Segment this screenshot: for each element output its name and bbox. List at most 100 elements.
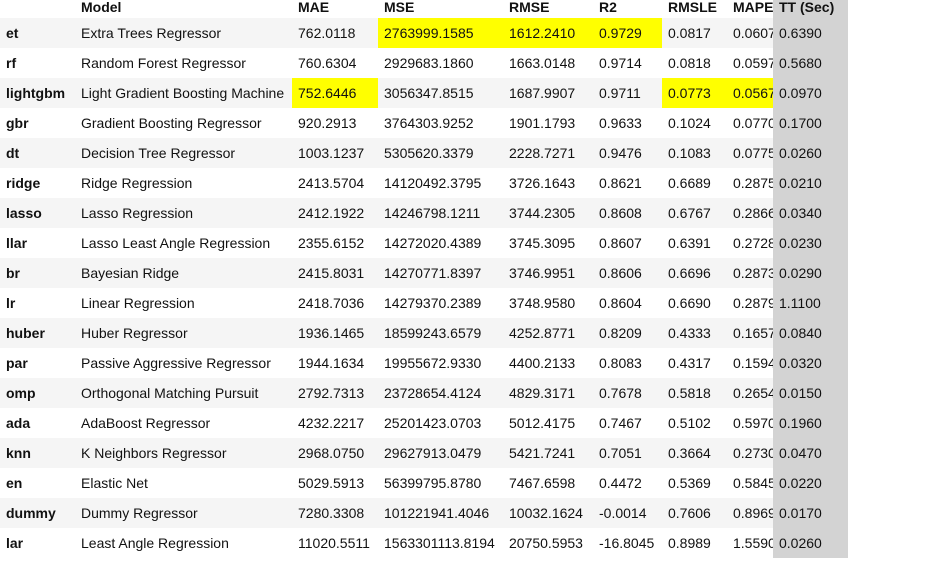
cell-mape: 0.0567 (727, 78, 773, 108)
header-mse: MSE (378, 0, 503, 18)
cell-model: Random Forest Regressor (75, 48, 292, 78)
cell-tt: 0.0170 (773, 498, 848, 528)
cell-rmsle: 0.6696 (662, 258, 727, 288)
cell-mse: 101221941.4046 (378, 498, 503, 528)
cell-rmse: 4400.2133 (503, 348, 593, 378)
cell-tt: 0.0230 (773, 228, 848, 258)
row-index-label: dummy (0, 498, 75, 528)
cell-tt: 1.1100 (773, 288, 848, 318)
cell-mse: 14120492.3795 (378, 168, 503, 198)
cell-r2: 0.9714 (593, 48, 662, 78)
cell-rmsle: 0.4333 (662, 318, 727, 348)
cell-mse: 14272020.4389 (378, 228, 503, 258)
table-row: huber Huber Regressor 1936.1465 18599243.65… (0, 318, 848, 348)
cell-rmse: 1687.9907 (503, 78, 593, 108)
cell-tt: 0.0260 (773, 528, 848, 558)
cell-mape: 0.0597 (727, 48, 773, 78)
cell-mse: 2929683.1860 (378, 48, 503, 78)
cell-rmsle: 0.5102 (662, 408, 727, 438)
header-r2: R2 (593, 0, 662, 18)
cell-mape: 0.2866 (727, 198, 773, 228)
cell-mape: 0.2875 (727, 168, 773, 198)
cell-mape: 0.2879 (727, 288, 773, 318)
cell-r2: 0.7467 (593, 408, 662, 438)
cell-model: Lasso Regression (75, 198, 292, 228)
table-row: en Elastic Net 5029.5913 56399795.8780 7467.… (0, 468, 848, 498)
cell-rmsle: 0.5369 (662, 468, 727, 498)
cell-rmse: 4252.8771 (503, 318, 593, 348)
cell-mape: 1.5590 (727, 528, 773, 558)
cell-mse: 19955672.9330 (378, 348, 503, 378)
row-index-label: et (0, 18, 75, 48)
cell-rmse: 7467.6598 (503, 468, 593, 498)
cell-mape: 0.1657 (727, 318, 773, 348)
cell-rmsle: 0.5818 (662, 378, 727, 408)
cell-mse: 14270771.8397 (378, 258, 503, 288)
cell-r2: 0.8209 (593, 318, 662, 348)
table-row: omp Orthogonal Matching Pursuit 2792.7313 2… (0, 378, 848, 408)
cell-tt: 0.0840 (773, 318, 848, 348)
cell-rmsle: 0.0817 (662, 18, 727, 48)
cell-mae: 1936.1465 (292, 318, 378, 348)
row-index-label: dt (0, 138, 75, 168)
row-index-label: gbr (0, 108, 75, 138)
cell-r2: 0.8606 (593, 258, 662, 288)
cell-model: Gradient Boosting Regressor (75, 108, 292, 138)
cell-r2: -16.8045 (593, 528, 662, 558)
row-index-label: ridge (0, 168, 75, 198)
cell-mape: 0.0775 (727, 138, 773, 168)
cell-tt: 0.6390 (773, 18, 848, 48)
cell-mae: 1003.1237 (292, 138, 378, 168)
cell-rmse: 5421.7241 (503, 438, 593, 468)
cell-mse: 18599243.6579 (378, 318, 503, 348)
cell-mape: 0.2730 (727, 438, 773, 468)
cell-tt: 0.0210 (773, 168, 848, 198)
cell-mae: 5029.5913 (292, 468, 378, 498)
table-row: lasso Lasso Regression 2412.1922 14246798.1… (0, 198, 848, 228)
cell-r2: 0.8607 (593, 228, 662, 258)
cell-mae: 760.6304 (292, 48, 378, 78)
cell-rmsle: 0.1024 (662, 108, 727, 138)
cell-rmsle: 0.0773 (662, 78, 727, 108)
cell-model: Elastic Net (75, 468, 292, 498)
cell-rmse: 3746.9951 (503, 258, 593, 288)
row-index-label: rf (0, 48, 75, 78)
row-index-label: llar (0, 228, 75, 258)
cell-rmse: 10032.1624 (503, 498, 593, 528)
cell-model: Bayesian Ridge (75, 258, 292, 288)
cell-mape: 0.8969 (727, 498, 773, 528)
header-tt-sec: TT (Sec) (773, 0, 848, 18)
cell-mse: 5305620.3379 (378, 138, 503, 168)
cell-mae: 2413.5704 (292, 168, 378, 198)
row-index-label: omp (0, 378, 75, 408)
row-index-label: lr (0, 288, 75, 318)
cell-mse: 25201423.0703 (378, 408, 503, 438)
cell-mae: 11020.5511 (292, 528, 378, 558)
cell-rmsle: 0.0818 (662, 48, 727, 78)
cell-mae: 752.6446 (292, 78, 378, 108)
row-index-label: huber (0, 318, 75, 348)
cell-rmsle: 0.3664 (662, 438, 727, 468)
cell-rmse: 5012.4175 (503, 408, 593, 438)
cell-mape: 0.2873 (727, 258, 773, 288)
cell-mape: 0.2654 (727, 378, 773, 408)
cell-r2: 0.8608 (593, 198, 662, 228)
header-model: Model (75, 0, 292, 18)
cell-rmse: 3745.3095 (503, 228, 593, 258)
table-row: knn K Neighbors Regressor 2968.0750 2962791… (0, 438, 848, 468)
cell-mae: 2415.8031 (292, 258, 378, 288)
table-row: dummy Dummy Regressor 7280.3308 101221941.4… (0, 498, 848, 528)
table-row: dt Decision Tree Regressor 1003.1237 530562… (0, 138, 848, 168)
cell-rmse: 3744.2305 (503, 198, 593, 228)
cell-r2: 0.8604 (593, 288, 662, 318)
table-row: rf Random Forest Regressor 760.6304 2929683… (0, 48, 848, 78)
cell-r2: 0.4472 (593, 468, 662, 498)
cell-mape: 0.0770 (727, 108, 773, 138)
cell-model: Extra Trees Regressor (75, 18, 292, 48)
cell-tt: 0.0260 (773, 138, 848, 168)
cell-r2: 0.7678 (593, 378, 662, 408)
header-mape: MAPE (727, 0, 773, 18)
cell-tt: 0.1960 (773, 408, 848, 438)
cell-mae: 2792.7313 (292, 378, 378, 408)
cell-model: Passive Aggressive Regressor (75, 348, 292, 378)
